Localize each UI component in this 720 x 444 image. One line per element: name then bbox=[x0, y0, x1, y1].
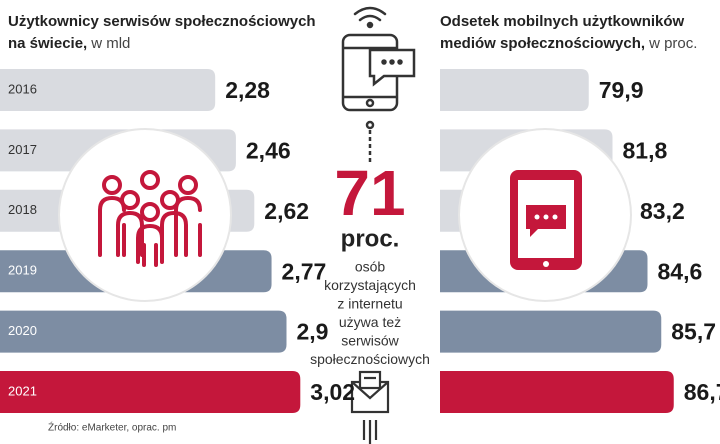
center-number: 71 bbox=[334, 157, 405, 229]
category-label: 2020 bbox=[8, 323, 37, 338]
bar bbox=[440, 371, 674, 413]
value-label: 84,6 bbox=[658, 258, 703, 284]
value-label: 2,28 bbox=[225, 77, 270, 103]
tablet-icon bbox=[458, 128, 632, 302]
category-label: 2019 bbox=[8, 263, 37, 278]
center-text: używa też bbox=[339, 314, 401, 330]
chart-title: mediów społecznościowych, w proc. bbox=[440, 35, 697, 52]
value-label: 86,7 bbox=[684, 379, 720, 405]
bar bbox=[0, 69, 216, 111]
chart-title-line: mediów społecznościowych, bbox=[440, 35, 645, 52]
category-label: 2016 bbox=[8, 81, 37, 96]
center-text: osób bbox=[355, 259, 386, 275]
bar bbox=[0, 371, 301, 413]
category-label: 2021 bbox=[8, 383, 37, 398]
chart-title: Użytkownicy serwisów społecznościowych bbox=[8, 13, 316, 30]
value-label: 85,7 bbox=[671, 319, 716, 345]
value-label: 2,9 bbox=[297, 319, 329, 345]
bar bbox=[440, 310, 662, 353]
center-text: serwisów bbox=[341, 333, 399, 349]
phone-icon bbox=[341, 6, 416, 162]
bar bbox=[440, 69, 589, 111]
chart-title-line: na świecie, bbox=[8, 35, 87, 52]
chart-unit: w proc. bbox=[648, 35, 697, 52]
category-label: 2018 bbox=[8, 202, 37, 217]
bar bbox=[0, 310, 287, 353]
chart-title: na świecie, w mld bbox=[8, 35, 130, 52]
source: Źródło: eMarketer, oprac. pm bbox=[48, 421, 176, 434]
people-icon bbox=[58, 128, 232, 302]
category-label: 2017 bbox=[8, 142, 37, 157]
chart-unit: w mld bbox=[90, 35, 130, 52]
center-text: społecznościowych bbox=[310, 351, 430, 367]
chart-title: Odsetek mobilnych użytkowników bbox=[440, 13, 685, 30]
value-label: 2,46 bbox=[246, 137, 291, 163]
value-label: 2,62 bbox=[264, 198, 309, 224]
value-label: 2,77 bbox=[282, 258, 327, 284]
value-label: 83,2 bbox=[640, 198, 685, 224]
value-label: 81,8 bbox=[623, 137, 668, 163]
center-text: korzystających bbox=[324, 277, 416, 293]
envelope-icon bbox=[350, 370, 390, 444]
center-unit: proc. bbox=[341, 225, 400, 252]
center-text: z internetu bbox=[337, 296, 402, 312]
value-label: 3,02 bbox=[310, 379, 355, 405]
value-label: 79,9 bbox=[599, 77, 644, 103]
